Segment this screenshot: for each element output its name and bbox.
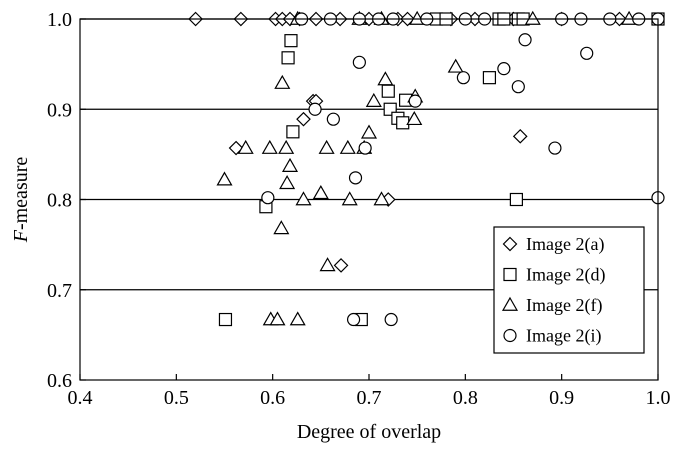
circle-point xyxy=(348,171,363,185)
y-axis-label-rest: -measure xyxy=(10,157,32,230)
square-point xyxy=(381,84,395,98)
x-tick-label: 0.8 xyxy=(453,387,478,409)
x-tick-label: 0.5 xyxy=(164,387,189,409)
circle-point xyxy=(346,312,361,327)
y-tick-label: 0.6 xyxy=(47,370,72,392)
triangle-point xyxy=(406,110,423,126)
circle-point xyxy=(352,55,366,69)
legend-diamond-icon xyxy=(502,236,518,252)
circle-point xyxy=(326,112,340,126)
triangle-point xyxy=(447,58,464,73)
legend-box xyxy=(493,226,645,354)
legend-square-icon xyxy=(503,267,517,282)
x-tick-label: 0.6 xyxy=(260,387,285,409)
y-tick-label: 0.8 xyxy=(47,190,72,212)
diamond-point xyxy=(296,111,311,127)
triangle-point xyxy=(273,220,290,235)
triangle-point xyxy=(216,171,233,186)
legend-label: Image 2(d) xyxy=(526,265,605,286)
axis-ticks: 0.4 0.5 0.6 0.7 0.8 0.9 1.0 0.6 0.7 0.8 0.9 1.0 xyxy=(47,9,671,409)
circle-point xyxy=(518,33,532,47)
circle-point xyxy=(580,46,594,60)
legend-triangle-icon xyxy=(501,296,519,311)
square-point xyxy=(218,312,233,327)
diamond-point xyxy=(512,128,528,144)
diamond-point xyxy=(333,258,349,273)
circle-point xyxy=(511,80,525,94)
circle-point xyxy=(548,141,562,155)
triangle-point xyxy=(318,139,335,154)
triangle-point xyxy=(237,139,254,154)
legend-label: Image 2(i) xyxy=(526,326,601,347)
triangle-point xyxy=(365,92,382,107)
y-axis-label-italic: F xyxy=(10,229,32,243)
circle-point xyxy=(384,312,398,327)
triangle-point xyxy=(319,257,336,272)
triangle-point xyxy=(373,191,390,206)
x-tick-label: 0.7 xyxy=(357,387,382,409)
y-tick-label: 0.9 xyxy=(47,99,72,121)
triangle-point xyxy=(295,191,312,206)
triangle-point xyxy=(289,311,306,326)
circle-point xyxy=(408,94,422,108)
legend: Image 2(a) Image 2(d) Image 2(f) Image 2(i) xyxy=(493,226,645,354)
legend-label: Image 2(a) xyxy=(526,234,604,255)
circle-point xyxy=(358,141,372,155)
x-tick-label: 0.4 xyxy=(68,387,93,409)
y-tick-label: 0.7 xyxy=(47,280,72,302)
y-tick-label: 1.0 xyxy=(47,9,72,31)
legend-circle-icon xyxy=(503,328,517,343)
triangle-point xyxy=(360,124,378,139)
square-point xyxy=(509,192,523,207)
triangle-point xyxy=(341,191,358,206)
triangle-point xyxy=(339,139,356,154)
x-tick-label: 0.9 xyxy=(549,387,574,409)
triangle-point xyxy=(377,71,394,86)
circle-point xyxy=(456,71,471,85)
x-axis-label: Degree of overlap xyxy=(297,421,441,443)
triangle-point xyxy=(261,139,278,154)
circle-point xyxy=(261,191,275,205)
square-point xyxy=(281,51,295,65)
circle-point xyxy=(308,102,322,116)
y-axis-label: F-measure xyxy=(10,157,32,244)
square-point xyxy=(482,71,497,85)
triangle-point xyxy=(274,74,291,89)
triangle-point xyxy=(524,10,541,25)
square-point xyxy=(284,34,298,48)
circle-point xyxy=(497,62,511,76)
square-point xyxy=(286,125,300,139)
triangle-point xyxy=(312,184,329,200)
triangle-point xyxy=(278,139,295,154)
legend-label: Image 2(f) xyxy=(526,295,602,316)
square-point xyxy=(396,116,410,130)
x-tick-label: 1.0 xyxy=(646,387,671,409)
triangle-point xyxy=(281,157,299,172)
triangle-point xyxy=(279,175,296,190)
triangle-point xyxy=(269,311,286,326)
